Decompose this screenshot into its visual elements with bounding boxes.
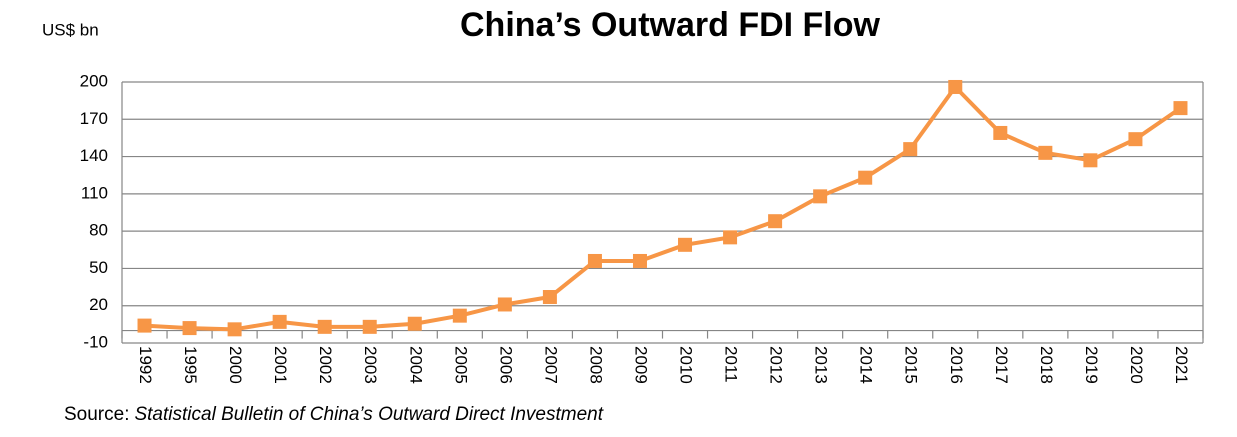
y-tick-label: -10 [83,332,108,351]
x-tick-label: 2000 [226,346,245,384]
y-tick-label: 50 [89,258,108,277]
y-axis-label: US$ bn [42,20,99,39]
y-tick-label: 110 [81,183,108,202]
y-tick-label: 200 [80,71,108,90]
x-tick-label: 2007 [541,346,560,384]
marker [452,308,467,323]
marker [587,253,602,268]
x-tick-label: 1995 [181,346,200,384]
x-tick-label: 2003 [361,346,380,384]
marker [407,316,422,331]
marker [1128,132,1143,147]
y-tick-label: 170 [80,109,108,128]
series-line [144,84,1182,332]
marker [362,319,377,334]
marker [182,321,197,336]
marker [678,237,693,252]
marker [1083,153,1098,168]
source-label: Source: [64,404,129,425]
y-tick-label: 140 [80,146,108,165]
marker [497,297,512,312]
marker [1038,145,1053,160]
chart-title: China’s Outward FDI Flow [460,6,881,44]
marker [993,125,1008,140]
x-tick-label: 2019 [1082,346,1101,384]
source-title: Statistical Bulletin of China’s Outward … [134,404,603,425]
source: Source: Statistical Bulletin of China’s O… [64,404,604,425]
marker [272,314,287,329]
x-tick-label: 2014 [857,346,876,384]
y-tick-label: 80 [89,221,108,240]
x-tick-label: 2011 [722,346,741,383]
x-tick-label: 2017 [992,346,1011,384]
marker [858,170,873,185]
x-tick-label: 2006 [496,346,515,384]
x-tick-label: 2018 [1037,346,1056,384]
x-tick-label: 2013 [812,346,831,384]
x-tick-label: 2009 [631,346,650,384]
marker [948,79,963,94]
marker [542,290,557,305]
x-tick-label: 2021 [1172,346,1191,384]
marker [813,189,828,204]
marker [1173,101,1188,116]
marker [903,142,918,157]
marker [227,322,242,337]
x-tick-label: 2012 [767,346,786,384]
x-tick-label: 2016 [947,346,966,384]
x-tick-label: 2015 [902,346,921,384]
x-tick-label: 1992 [136,346,155,384]
y-tick-label: 20 [89,295,108,314]
marker [768,214,783,229]
marker [137,318,152,333]
x-tick-label: 2010 [677,346,696,384]
marker [317,319,332,334]
x-tick-label: 2002 [316,346,335,384]
x-tick-label: 2020 [1127,346,1146,384]
x-tick-label: 2008 [586,346,605,384]
x-tick-label: 2005 [451,346,470,384]
x-tick-label: 2004 [406,346,425,384]
marker [723,230,738,245]
x-tick-label: 2001 [271,346,290,384]
marker [632,253,647,268]
